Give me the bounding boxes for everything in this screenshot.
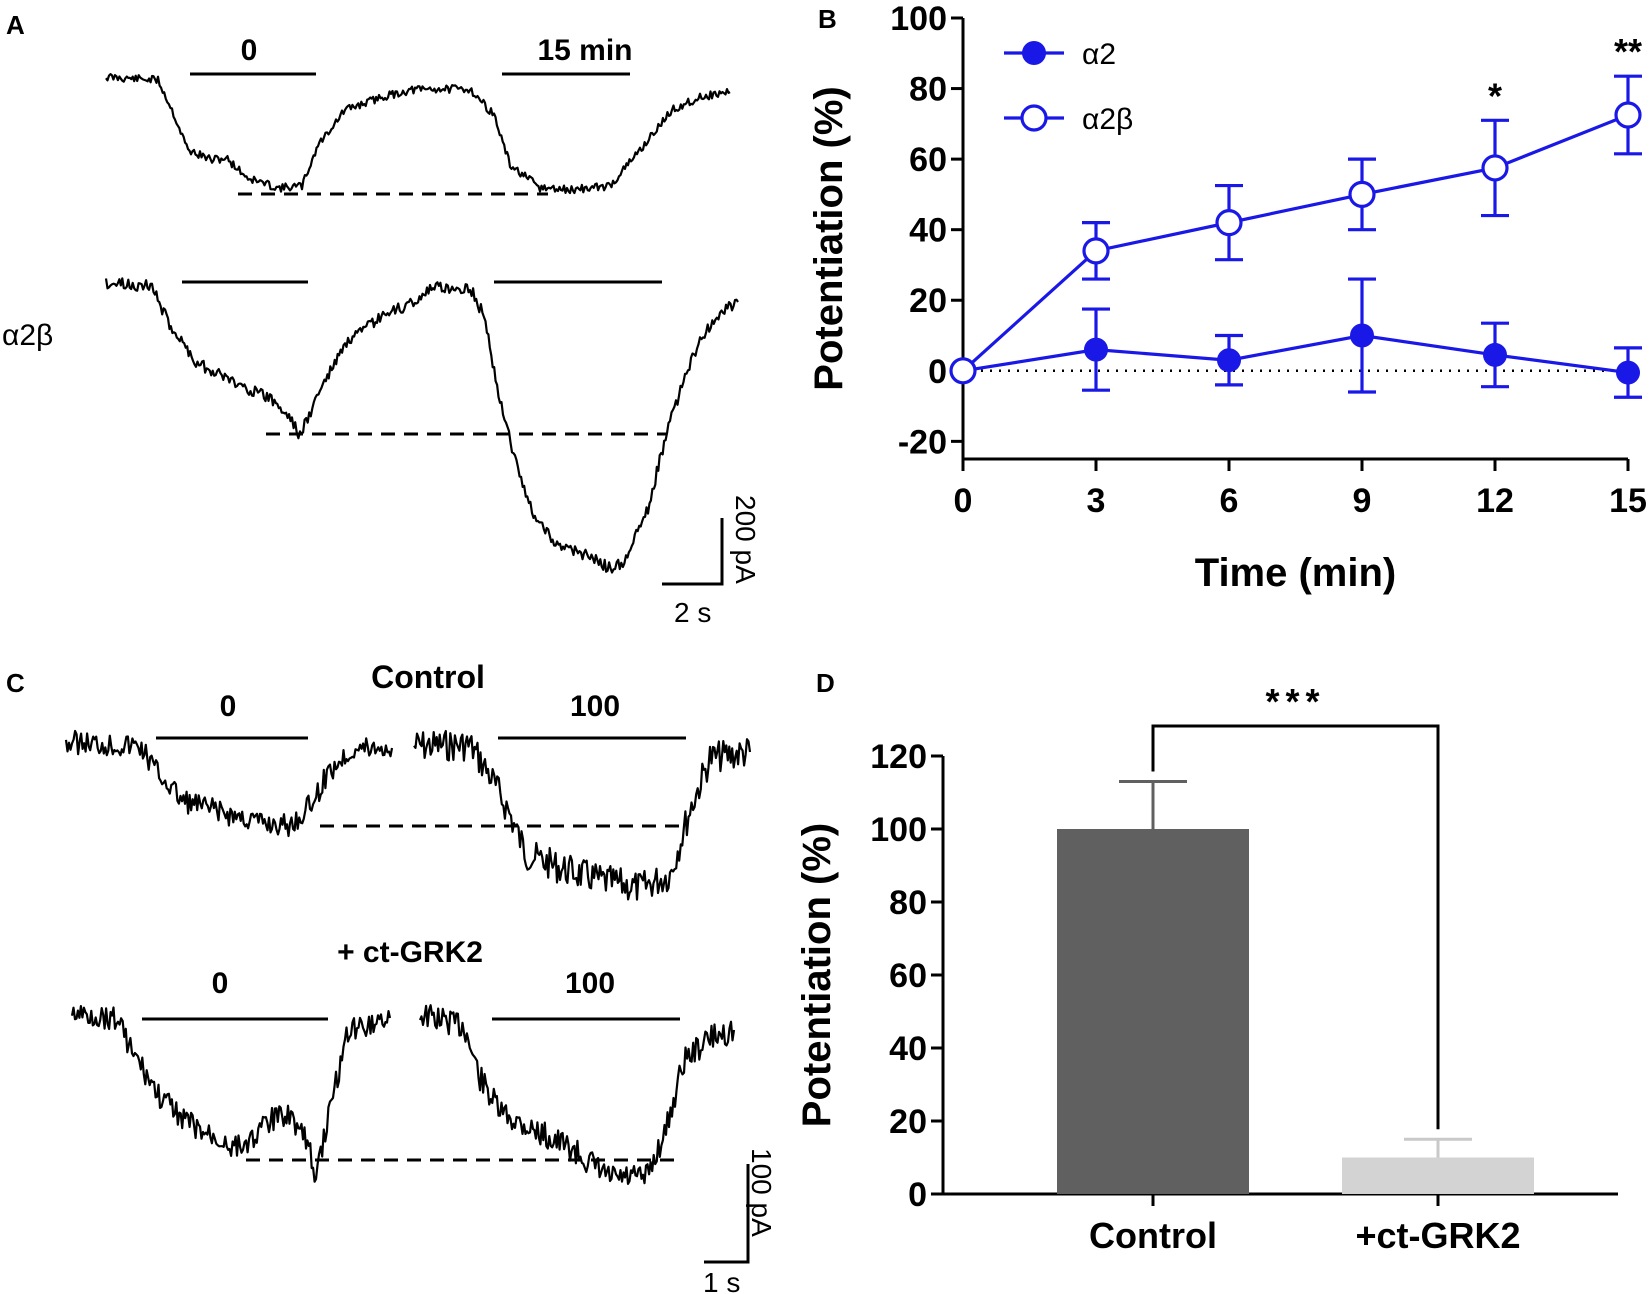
d-significance-stars: *** xyxy=(1265,681,1325,722)
a-scale-y-label: 200 pA xyxy=(730,495,761,584)
c-scale-x-label: 1 s xyxy=(703,1267,740,1294)
b-legend-marker-filled xyxy=(1022,41,1046,65)
panel-a-letter: A xyxy=(6,10,25,40)
b-legend-label: α2 xyxy=(1082,38,1116,71)
d-y-tick-label: 120 xyxy=(870,738,927,776)
c-label-0-top: 0 xyxy=(220,690,237,723)
b-y-tick-label: 60 xyxy=(909,141,947,179)
c-trace-control-0 xyxy=(64,729,394,838)
b-legend-label: α2β xyxy=(1082,103,1133,136)
b-series-line-1 xyxy=(961,113,1629,372)
b-point-open xyxy=(1215,209,1243,237)
c-title-ct-grk2: + ct-GRK2 xyxy=(337,936,483,969)
d-bar-ct-grk2 xyxy=(1342,1157,1534,1194)
b-significance-star: * xyxy=(1488,75,1502,116)
b-legend-marker-open xyxy=(1020,104,1048,132)
b-x-tick-label: 9 xyxy=(1353,482,1372,520)
b-point-open xyxy=(1082,237,1110,265)
panel-a: A 0 15 min α2β 2 s 200 pA xyxy=(2,10,761,628)
c-trace-grk2-100 xyxy=(418,1004,736,1185)
b-point-filled xyxy=(1350,323,1374,348)
c-title-control: Control xyxy=(371,659,485,695)
d-bar-control xyxy=(1057,829,1249,1194)
panel-d-letter: D xyxy=(816,668,835,698)
a-label-0: 0 xyxy=(241,34,258,67)
b-series-line-0 xyxy=(962,333,1629,375)
b-point-open xyxy=(1481,154,1509,182)
b-x-tick-label: 6 xyxy=(1220,482,1239,520)
b-x-tick-label: 12 xyxy=(1476,482,1514,520)
b-point-open xyxy=(1348,180,1376,208)
d-y-tick-label: 40 xyxy=(889,1030,927,1068)
c-label-100-bottom: 100 xyxy=(565,967,615,1000)
d-significance-bracket xyxy=(1151,724,1440,1130)
b-x-axis-label: Time (min) xyxy=(1195,551,1397,595)
d-x-tick-label: Control xyxy=(1089,1215,1217,1256)
c-label-0-bottom: 0 xyxy=(212,967,229,1000)
a-trace-alpha2 xyxy=(105,73,731,195)
d-y-tick-label: 0 xyxy=(908,1176,927,1214)
b-x-tick-label: 0 xyxy=(954,482,973,520)
b-point-filled xyxy=(1217,348,1241,373)
panel-b-letter: B xyxy=(818,4,837,34)
b-x-tick-label: 15 xyxy=(1609,482,1647,520)
b-point-filled xyxy=(1483,342,1507,367)
b-y-axis-label: Potentiation (%) xyxy=(807,86,851,390)
d-y-tick-label: 100 xyxy=(870,811,927,849)
b-point-filled xyxy=(1616,360,1640,385)
c-scale-y-label: 100 pA xyxy=(746,1148,777,1237)
a-scale-x-label: 2 s xyxy=(674,597,711,628)
d-y-tick-label: 60 xyxy=(889,957,927,995)
d-y-axis-label: Potentiation (%) xyxy=(795,823,839,1127)
b-x-tick-label: 3 xyxy=(1087,482,1106,520)
d-y-tick-label: 20 xyxy=(889,1103,927,1141)
b-significance-star: ** xyxy=(1614,31,1642,72)
b-point-open xyxy=(1614,101,1642,129)
panel-c: C Control 0 100 + ct-GRK2 0 100 1 s 100 … xyxy=(6,659,777,1294)
b-y-tick-label: 0 xyxy=(928,353,947,391)
a-trace-alpha2beta xyxy=(104,277,739,574)
b-point-open xyxy=(949,357,977,385)
c-scale-bar xyxy=(704,1164,750,1264)
b-y-tick-label: 80 xyxy=(909,71,947,109)
panel-c-letter: C xyxy=(6,668,25,698)
panel-d: D 0 20 40 60 80 100 120 Potentiation (%) Control… xyxy=(795,668,1618,1256)
d-x-tick-label: +ct-GRK2 xyxy=(1355,1215,1520,1256)
b-y-tick-label: 40 xyxy=(909,212,947,250)
c-label-100-top: 100 xyxy=(570,690,620,723)
d-y-tick-label: 80 xyxy=(889,884,927,922)
b-y-tick-label: 20 xyxy=(909,282,947,320)
a-label-15min: 15 min xyxy=(537,34,632,67)
a-scale-bar xyxy=(662,518,724,586)
b-y-tick-label: -20 xyxy=(898,423,947,461)
b-y-tick-label: 100 xyxy=(890,0,947,38)
b-point-filled xyxy=(1084,337,1108,362)
chart-d: 0 20 40 60 80 100 120 Potentiation (%) Control +c… xyxy=(795,681,1618,1256)
a-row-label-alpha2beta: α2β xyxy=(2,319,53,352)
c-trace-control-100 xyxy=(413,729,752,901)
c-trace-grk2-0 xyxy=(70,1005,392,1183)
